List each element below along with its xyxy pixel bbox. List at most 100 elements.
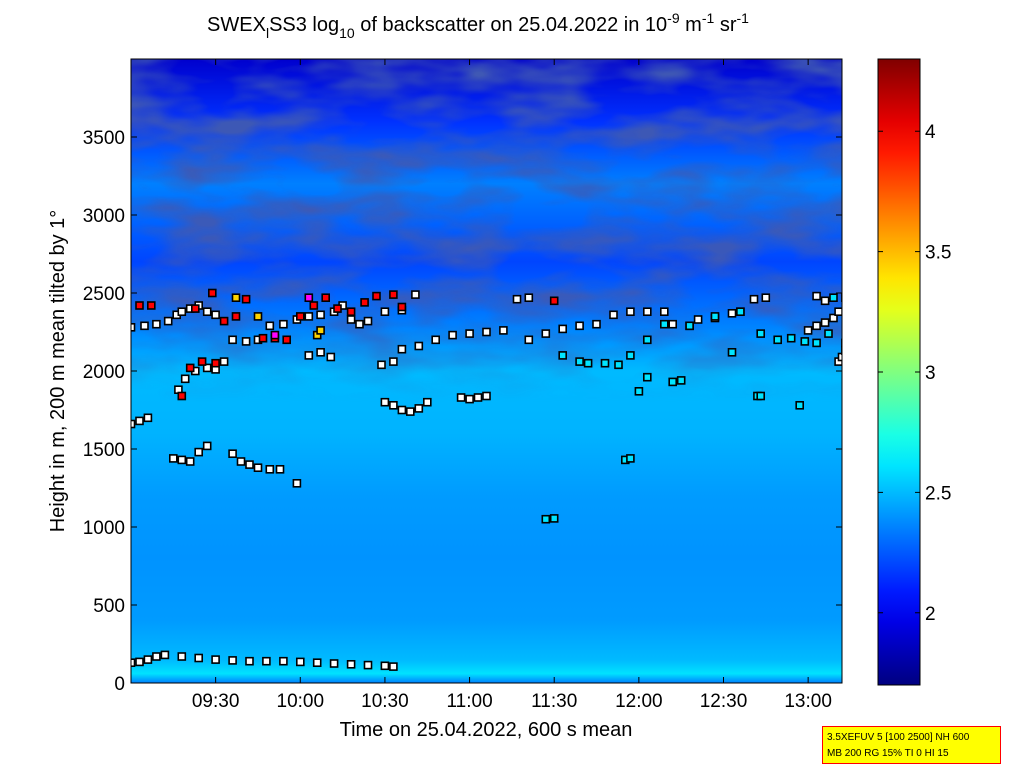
layer-marker	[316, 347, 325, 357]
title-sup1: -9	[667, 10, 680, 26]
layer-marker	[185, 457, 195, 466]
layer-marker	[841, 293, 842, 303]
layer-marker	[211, 358, 220, 368]
layer-marker	[163, 316, 173, 326]
layer-marker	[380, 307, 390, 317]
layer-marker	[177, 455, 187, 465]
layer-marker	[524, 335, 534, 345]
layer-marker	[160, 650, 170, 660]
x-tick-label: 11:00	[447, 691, 493, 712]
layer-marker	[575, 321, 584, 331]
layer-marker	[727, 308, 737, 318]
layer-marker	[197, 357, 207, 366]
layer-marker	[405, 407, 415, 416]
layer-marker	[265, 321, 275, 331]
layer-marker	[219, 357, 229, 366]
x-tick-label: 10:30	[361, 691, 409, 712]
layer-marker	[397, 405, 407, 415]
layer-marker	[659, 307, 669, 317]
layer-marker	[270, 330, 280, 340]
layer-marker	[389, 357, 398, 366]
cloud-layer-markers	[131, 288, 842, 671]
layer-marker	[333, 304, 342, 313]
heatmap-plot-area	[131, 59, 842, 683]
layer-marker	[380, 397, 390, 407]
layer-marker	[253, 463, 263, 473]
svg-text:SWEXlSS3 log10 of backscatter: SWEXlSS3 log10 of backscatter on 25.04.2…	[207, 10, 749, 41]
layer-marker	[194, 653, 203, 663]
layer-marker	[626, 454, 635, 463]
layer-marker	[316, 310, 325, 320]
colorbar-tick-label: 4	[925, 122, 936, 143]
layer-marker	[541, 329, 551, 338]
layer-marker	[180, 374, 190, 384]
y-tick-label: 3500	[83, 128, 125, 149]
y-tick-label: 1500	[83, 440, 125, 461]
layer-marker	[253, 312, 263, 321]
backscatter-texture	[131, 59, 842, 683]
layer-marker	[642, 307, 652, 317]
x-tick-label: 09:30	[192, 691, 240, 712]
layer-marker	[169, 454, 178, 463]
layer-marker	[363, 316, 373, 326]
layer-marker	[812, 291, 821, 301]
layer-marker	[786, 333, 796, 343]
layer-marker	[456, 393, 466, 402]
layer-marker	[749, 294, 759, 304]
layer-marker	[152, 652, 161, 661]
x-axis-ticks: 09:30 10:00 10:30 11:00 11:30 12:00 12:30 13:00	[192, 59, 832, 712]
title-sub1: l	[266, 25, 269, 41]
layer-marker	[448, 330, 457, 340]
title-suffix: of backscatter on 25.04.2022 in 10	[355, 14, 667, 36]
layer-marker	[614, 360, 623, 370]
layer-marker	[736, 307, 745, 317]
layer-marker	[834, 307, 842, 317]
layer-marker	[211, 655, 220, 664]
y-tick-label: 0	[114, 674, 125, 695]
y-axis-ticks: 0 500 1000 1500 2000 2500 3000 3500	[83, 128, 842, 695]
layer-marker	[316, 326, 325, 335]
colorbar-tick-label: 3.5	[925, 243, 951, 264]
layer-marker	[756, 391, 766, 401]
layer-marker	[549, 514, 559, 523]
colorbar: 2 2.5 3 3.5 4	[877, 58, 951, 686]
layer-marker	[473, 393, 483, 402]
y-tick-label: 2500	[83, 284, 125, 305]
x-tick-label: 13:00	[784, 691, 832, 712]
layer-marker	[321, 293, 331, 303]
layer-marker	[177, 307, 187, 317]
layer-marker	[245, 656, 254, 666]
y-tick-label: 2000	[83, 362, 125, 383]
layer-marker	[812, 338, 821, 348]
layer-marker	[372, 291, 381, 301]
layer-marker	[558, 351, 568, 360]
title-middle: SS3 log	[269, 14, 339, 36]
layer-marker	[236, 457, 246, 466]
layer-marker	[295, 312, 305, 321]
layer-marker	[693, 315, 703, 324]
layer-marker	[642, 335, 652, 345]
layer-marker	[143, 413, 153, 423]
title-unit-sr: sr	[714, 14, 737, 36]
layer-marker	[312, 658, 322, 668]
layer-marker	[837, 352, 842, 362]
layer-marker	[211, 310, 220, 320]
layer-marker	[279, 319, 288, 329]
layer-marker	[282, 335, 292, 345]
x-tick-label: 10:00	[277, 691, 325, 712]
colorbar-ramp	[877, 58, 921, 686]
layer-marker	[219, 316, 229, 326]
layer-marker	[191, 304, 200, 313]
layer-marker	[756, 329, 766, 338]
layer-marker	[431, 335, 441, 345]
y-tick-label: 1000	[83, 518, 125, 539]
layer-marker	[228, 449, 237, 459]
layer-marker	[241, 337, 251, 346]
chart-title: SWEXlSS3 log10 of backscatter on 25.04.2…	[207, 10, 749, 41]
y-axis-label: Height in m, 200 m mean tilted by 1°	[47, 210, 69, 533]
colorbar-tick-label: 3	[925, 363, 936, 384]
layer-marker	[241, 294, 251, 304]
layer-marker	[135, 416, 144, 426]
layer-marker	[465, 394, 474, 404]
layer-marker	[812, 321, 821, 331]
